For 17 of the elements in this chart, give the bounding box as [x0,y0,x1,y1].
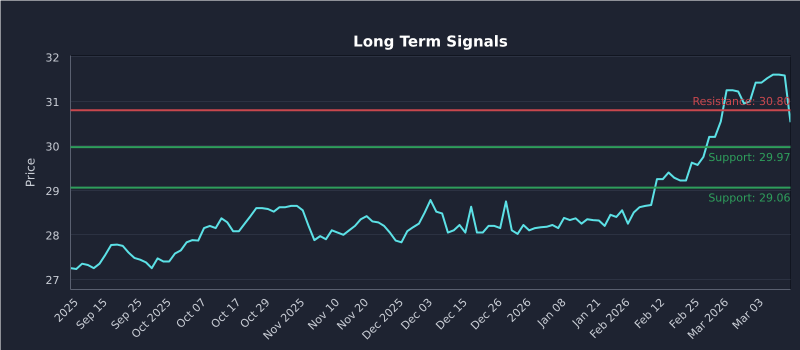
y-tick-label: 29 [46,184,60,198]
y-tick-label: 32 [46,51,60,64]
x-tick-label: Oct 07 [174,296,209,331]
y-tick-label: 31 [46,96,60,109]
x-tick-label: Feb 12 [632,296,668,332]
y-tick-label: 28 [46,229,60,242]
x-tick-label: Dec 15 [433,296,470,333]
chart-title: Long Term Signals [353,32,508,50]
ref-line-label: Support: 29.97 [708,151,791,164]
y-tick-label: 30 [46,140,60,154]
x-tick-label: Mar 03 [730,296,766,332]
x-tick-label: Jan 08 [534,296,569,330]
y-axis-title: Price [24,158,38,188]
line-series [70,74,790,270]
x-tick-label: Dec 26 [468,296,505,333]
y-tick-label: 27 [46,274,60,287]
ref-line-label: Support: 29.06 [708,192,791,205]
